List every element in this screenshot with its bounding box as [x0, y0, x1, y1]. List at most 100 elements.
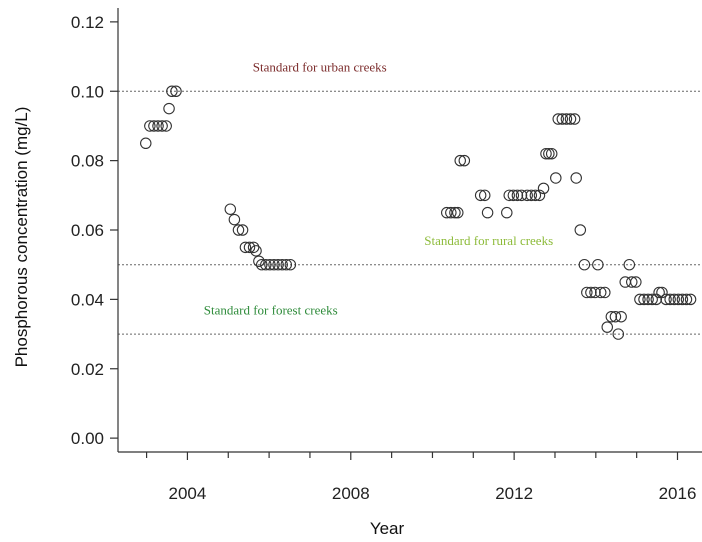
data-point — [449, 206, 461, 219]
data-point — [626, 276, 638, 288]
data-point — [515, 189, 528, 202]
x-axis: 2004 2008 2012 2016 — [118, 451, 702, 503]
data-point — [533, 189, 546, 202]
y-tick-label: 0.12 — [71, 13, 104, 32]
data-point — [144, 120, 156, 132]
data-point — [256, 258, 268, 271]
y-tick-label: 0.04 — [71, 290, 104, 309]
data-point — [543, 147, 555, 160]
data-point — [660, 293, 672, 306]
data-point — [568, 113, 581, 125]
data-point — [545, 147, 558, 160]
data-point — [228, 213, 241, 226]
data-point — [160, 120, 172, 132]
y-tick-label: 0.06 — [71, 221, 104, 240]
data-point — [452, 206, 464, 219]
data-point — [260, 258, 272, 271]
data-point — [236, 224, 249, 236]
data-point — [239, 241, 252, 254]
data-point — [552, 113, 564, 125]
data-point — [276, 258, 288, 271]
data-point — [441, 206, 453, 219]
data-point — [560, 113, 573, 125]
y-axis-title: Phosphorous concentration (mg/L) — [12, 107, 31, 368]
data-point — [148, 120, 160, 132]
data-point — [642, 293, 654, 306]
data-point — [550, 172, 562, 184]
data-point — [170, 85, 182, 98]
data-point — [253, 255, 265, 267]
data-point — [247, 241, 260, 254]
data-point — [163, 102, 175, 115]
reference-labels: Standard for urban creeks Standard for ru… — [204, 59, 553, 317]
data-point — [646, 293, 658, 306]
x-tick-label: 2016 — [659, 484, 697, 503]
x-tick-label: 2012 — [495, 484, 533, 503]
y-tick-label: 0.02 — [71, 360, 104, 379]
data-point — [525, 189, 538, 202]
data-point — [605, 310, 618, 323]
data-point — [268, 258, 280, 271]
y-tick-label: 0.08 — [71, 152, 104, 171]
data-point — [638, 293, 650, 306]
x-tick-label: 2008 — [332, 484, 370, 503]
data-point — [653, 286, 665, 299]
data-point — [581, 286, 593, 299]
y-axis: 0.00 0.02 0.04 0.06 0.08 0.10 0.12 — [71, 8, 119, 452]
data-point — [612, 328, 625, 340]
reference-line-label: Standard for forest creeks — [204, 302, 338, 317]
y-tick-label: 0.10 — [71, 82, 104, 101]
data-point — [280, 258, 293, 271]
data-point — [585, 286, 597, 299]
data-point — [537, 182, 550, 195]
data-point — [521, 189, 533, 202]
data-point — [224, 203, 237, 215]
data-point — [232, 224, 245, 236]
data-point — [650, 293, 663, 306]
data-point — [578, 258, 591, 271]
data-point — [284, 258, 297, 271]
data-point — [445, 206, 457, 219]
data-point — [481, 206, 494, 219]
data-point — [594, 286, 607, 299]
data-point — [529, 189, 542, 202]
reference-line-label: Standard for urban creeks — [253, 59, 387, 74]
data-point — [609, 310, 622, 323]
data-point — [668, 293, 680, 306]
data-point — [664, 293, 676, 306]
data-point — [615, 310, 627, 323]
data-point — [474, 189, 487, 202]
reference-line-label: Standard for rural creeks — [424, 233, 553, 248]
data-point — [634, 293, 646, 306]
data-point — [454, 154, 466, 167]
data-point — [166, 85, 178, 98]
data-point — [684, 293, 697, 306]
data-point — [672, 293, 685, 306]
x-tick-label: 2004 — [169, 484, 207, 503]
data-point — [564, 113, 577, 125]
data-point — [458, 154, 471, 167]
data-point — [656, 286, 668, 299]
data-point — [570, 172, 582, 184]
data-point — [630, 276, 642, 288]
data-point — [152, 120, 164, 132]
x-axis-title: Year — [370, 519, 405, 538]
data-point — [589, 286, 601, 299]
data-points — [140, 85, 697, 340]
data-point — [264, 258, 276, 271]
data-point — [250, 245, 262, 257]
data-point — [140, 137, 152, 150]
y-tick-label: 0.00 — [71, 429, 104, 448]
data-point — [601, 321, 614, 333]
data-point — [676, 293, 689, 306]
data-point — [272, 258, 284, 271]
data-point — [511, 189, 524, 202]
data-point — [556, 113, 569, 125]
data-point — [574, 224, 587, 236]
data-point — [599, 286, 611, 299]
data-point — [540, 147, 552, 160]
reference-lines — [118, 90, 702, 335]
data-point — [623, 258, 636, 271]
data-point — [243, 241, 256, 254]
